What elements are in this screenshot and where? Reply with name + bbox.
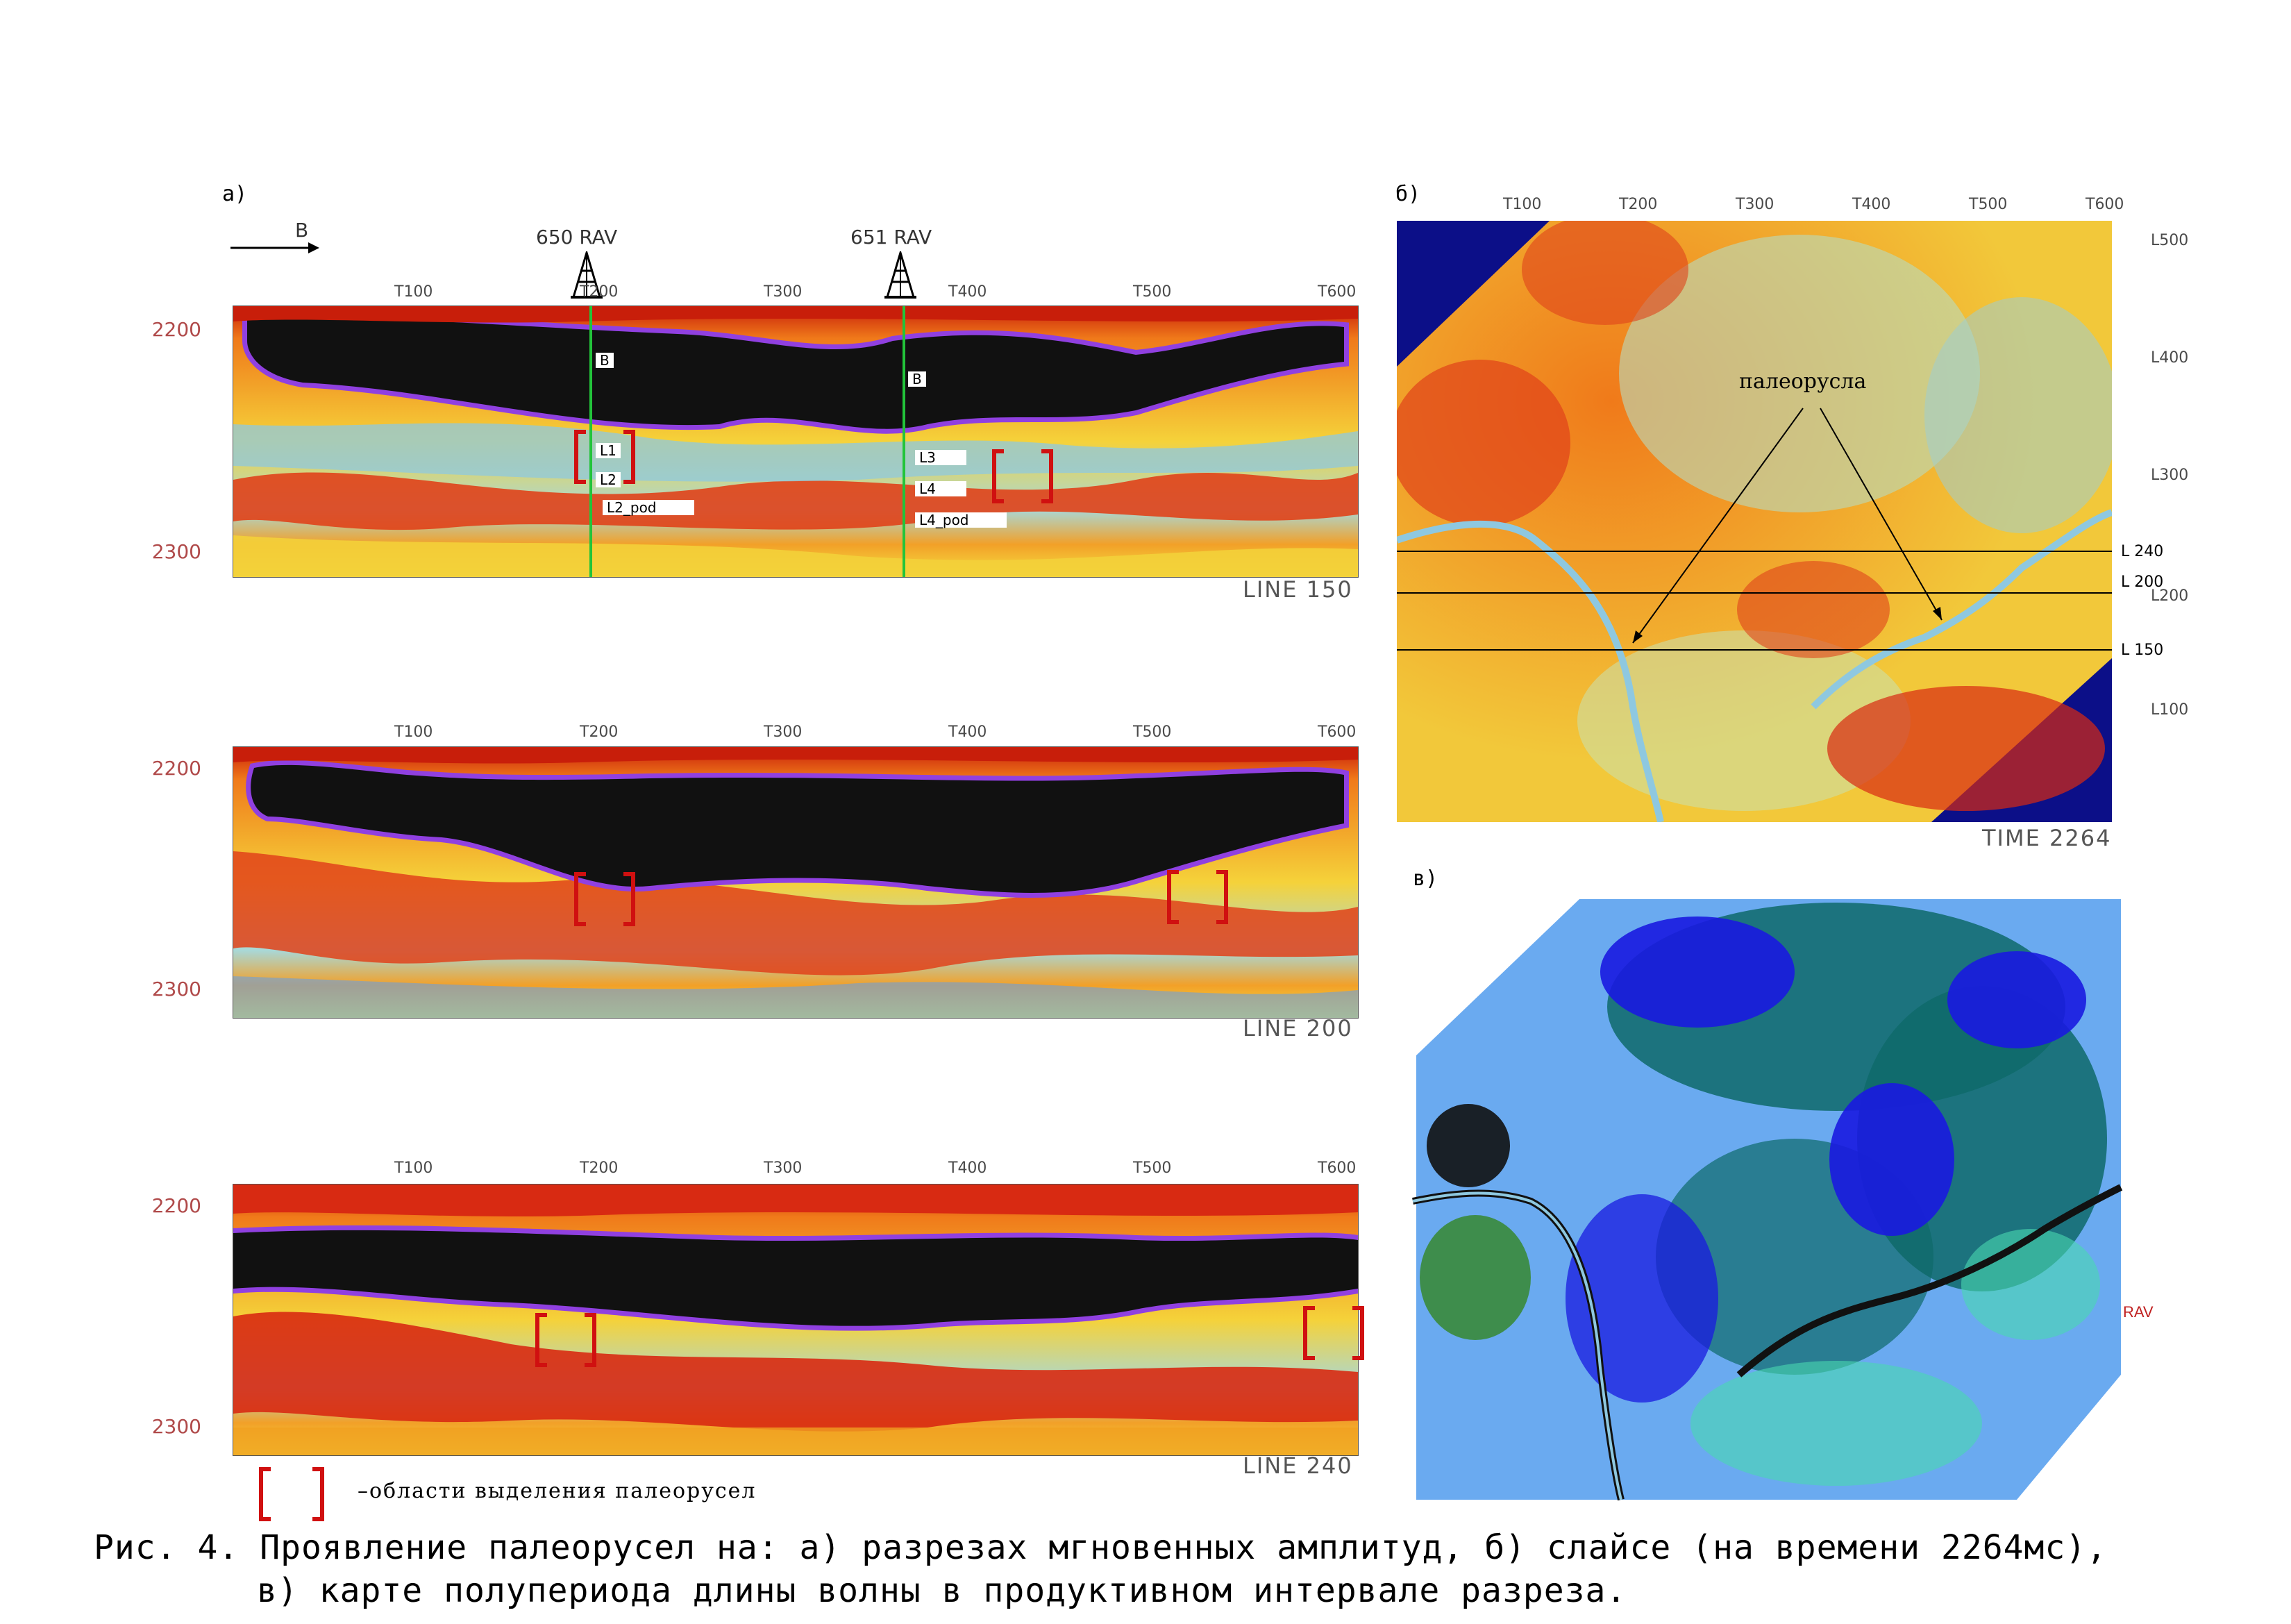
time-tick: 2200 [151,757,201,780]
section-label-line-150: LINE 150 [1243,576,1353,603]
right-tick: L200 [2151,587,2189,605]
time-tick: 2300 [151,1415,201,1438]
horizon-label: L2_pod [603,500,694,515]
time-tick: 2200 [151,1194,201,1217]
trace-tick: T600 [1318,723,1357,741]
trace-tick: T100 [394,1160,433,1177]
annotation-label: палеорусла [1739,369,1867,394]
panel-b-letter: б) [1395,182,1421,206]
trace-tick: T200 [580,283,619,301]
line-label: L 240 [2121,543,2164,560]
horizon-label: L4_pod [915,512,1007,528]
right-tick: L100 [2151,701,2189,719]
trace-tick: T400 [948,283,987,301]
trace-tick: T100 [394,283,433,301]
horizon-label: L3 [915,450,966,465]
panel-a-letter: a) [222,182,248,206]
panel-c-letter: в) [1413,867,1438,891]
section-label-line-200: LINE 200 [1243,1015,1353,1041]
seismic-section-line-150 [233,305,1359,578]
well-label: RAV [2123,1303,2154,1321]
trace-tick: T500 [1133,283,1172,301]
right-tick: L400 [2151,349,2189,367]
paleochannel-bracket [573,429,636,485]
time-tick: 2300 [151,978,201,1001]
horizon-label: L4 [915,481,966,496]
paleochannel-bracket [573,871,636,927]
time-slice-label: TIME 2264 [1982,825,2112,851]
horizon-label: L2 [596,472,621,487]
trace-tick: T200 [580,723,619,741]
horizon-label: L1 [596,443,621,458]
legend-text: –области выделения палеорусел [358,1479,757,1503]
line-label: L 200 [2121,574,2164,591]
time-tick: 2200 [151,318,201,341]
horizon-label: B [908,371,926,387]
half-period-map [1406,896,2135,1507]
top-tick: T400 [1852,196,1891,213]
well-label-651: 651 RAV [850,226,932,249]
trace-tick: T300 [764,1160,803,1177]
top-tick: T300 [1736,196,1774,213]
paleochannel-bracket [1302,1305,1365,1361]
time-tick: 2300 [151,540,201,563]
well-label-650: 650 RAV [536,226,618,249]
top-tick: T200 [1619,196,1658,213]
legend-bracket-icon [257,1466,326,1522]
trace-tick: T600 [1318,1160,1357,1177]
trace-tick: T600 [1318,283,1357,301]
top-tick: T500 [1969,196,2008,213]
trace-tick: T200 [580,1160,619,1177]
trace-tick: T100 [394,723,433,741]
annotation-arrows [1397,221,2112,822]
direction-arrow-icon [230,240,321,256]
trace-tick: T400 [948,723,987,741]
top-tick: T600 [2086,196,2124,213]
right-tick: L300 [2151,467,2189,484]
top-tick: T100 [1503,196,1542,213]
trace-tick: T400 [948,1160,987,1177]
drilling-rig-icon [884,251,916,300]
drilling-rig-icon [571,251,603,300]
section-label-line-240: LINE 240 [1243,1453,1353,1479]
trace-tick: T300 [764,283,803,301]
paleochannel-bracket [535,1312,597,1368]
figure-caption-line-1: Рис. 4. Проявление палеорусел на: а) раз… [94,1528,2108,1567]
right-tick: L500 [2151,232,2189,249]
trace-tick: T500 [1133,723,1172,741]
paleochannel-bracket [991,449,1054,504]
direction-label: В [295,219,309,242]
time-slice-map [1397,221,2112,822]
line-label: L 150 [2121,642,2164,659]
figure-caption-line-2: в) карте полупериода длины волны в проду… [257,1571,1627,1610]
horizon-label: B [596,353,614,368]
paleochannel-bracket [1166,869,1229,925]
trace-tick: T500 [1133,1160,1172,1177]
trace-tick: T300 [764,723,803,741]
seismic-section-line-240 [233,1184,1359,1456]
